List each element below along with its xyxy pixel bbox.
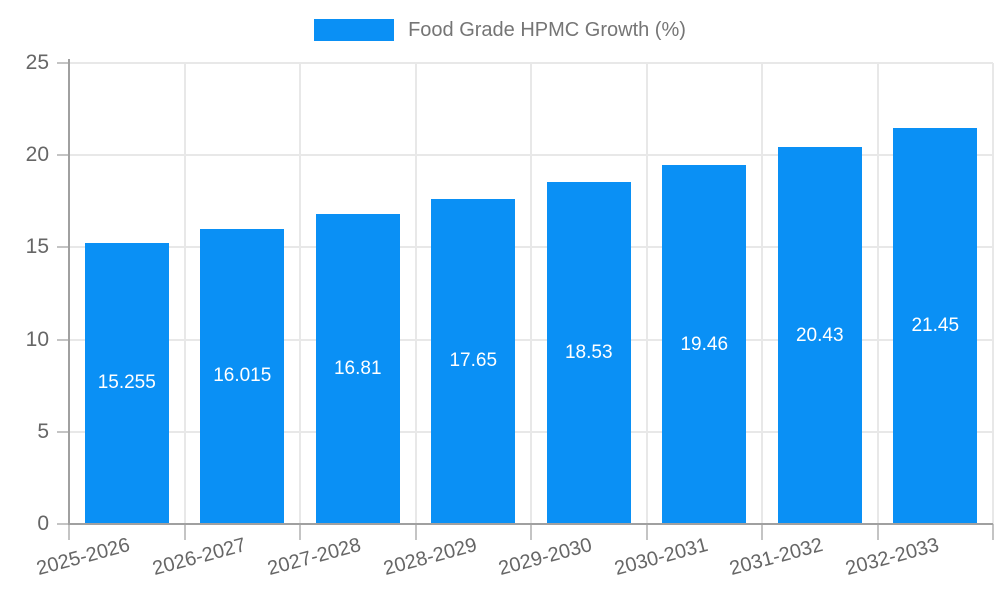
x-axis-tick <box>761 524 763 540</box>
x-axis-tick-label: 2025-2026 <box>34 534 133 581</box>
y-axis-tick-label: 25 <box>25 51 49 74</box>
x-axis-line <box>68 523 993 525</box>
y-axis-tick <box>57 62 69 64</box>
x-gridline <box>530 63 532 524</box>
y-axis-tick <box>57 246 69 249</box>
x-axis-tick-label: 2032-2033 <box>842 534 941 581</box>
x-axis-tick-label: 2026-2027 <box>149 534 248 581</box>
x-gridline <box>992 63 994 524</box>
legend: Food Grade HPMC Growth (%) <box>0 19 1000 41</box>
y-axis-tick <box>57 523 69 525</box>
y-axis-tick <box>57 430 69 433</box>
bar[interactable]: 20.43 <box>777 147 862 524</box>
y-axis-tick-label: 5 <box>37 419 49 443</box>
legend-swatch-icon <box>314 19 395 41</box>
x-axis-tick-label: 2030-2031 <box>611 534 710 581</box>
x-gridline <box>414 63 417 524</box>
bar-value-label: 18.53 <box>564 342 613 364</box>
bar[interactable]: 16.81 <box>315 214 400 524</box>
x-gridline <box>761 63 763 524</box>
x-axis-tick-label: 2028-2029 <box>380 534 479 581</box>
bar-value-label: 19.46 <box>680 333 729 355</box>
x-gridline <box>645 63 648 524</box>
x-axis-tick <box>645 524 648 540</box>
x-gridline <box>183 63 186 524</box>
bar[interactable]: 15.255 <box>84 242 169 524</box>
x-axis-tick <box>414 524 417 540</box>
x-axis-tick <box>68 524 70 540</box>
x-gridline <box>876 63 879 524</box>
x-axis-tick <box>876 524 879 540</box>
bar[interactable]: 18.53 <box>546 182 631 524</box>
bar[interactable]: 19.46 <box>662 165 747 524</box>
bar-value-label: 16.015 <box>213 365 272 387</box>
y-axis-tick-label: 15 <box>25 235 49 259</box>
y-axis-tick-label: 10 <box>25 327 49 351</box>
x-axis-tick-label: 2027-2028 <box>265 534 364 581</box>
y-axis-tick <box>57 338 69 341</box>
y-axis-tick <box>57 154 69 157</box>
bar[interactable]: 16.015 <box>200 228 285 524</box>
x-axis-tick <box>530 524 532 540</box>
legend-item[interactable]: Food Grade HPMC Growth (%) <box>314 19 686 41</box>
x-gridline <box>299 63 301 524</box>
y-axis-tick-label: 0 <box>37 512 49 535</box>
bar[interactable]: 17.65 <box>431 198 516 524</box>
bar-value-label: 21.45 <box>911 315 960 337</box>
x-axis-tick-label: 2029-2030 <box>496 534 595 581</box>
y-axis-tick-label: 20 <box>25 143 49 167</box>
bar-value-label: 16.81 <box>333 358 382 380</box>
y-axis-line <box>68 59 70 524</box>
plot-area: 0 5 10 15 20 25 15.255 16.015 16.81 17.65 18.53 19.… <box>26 51 994 580</box>
bar-value-label: 20.43 <box>795 324 844 346</box>
x-axis-tick-label: 2031-2032 <box>727 534 826 581</box>
bar-value-label: 15.255 <box>97 372 156 394</box>
bar-value-label: 17.65 <box>449 350 498 372</box>
legend-label: Food Grade HPMC Growth (%) <box>408 19 686 41</box>
x-axis-tick <box>183 524 186 540</box>
x-axis-tick <box>299 524 301 540</box>
bar[interactable]: 21.45 <box>893 128 978 524</box>
x-axis-tick <box>992 524 994 540</box>
